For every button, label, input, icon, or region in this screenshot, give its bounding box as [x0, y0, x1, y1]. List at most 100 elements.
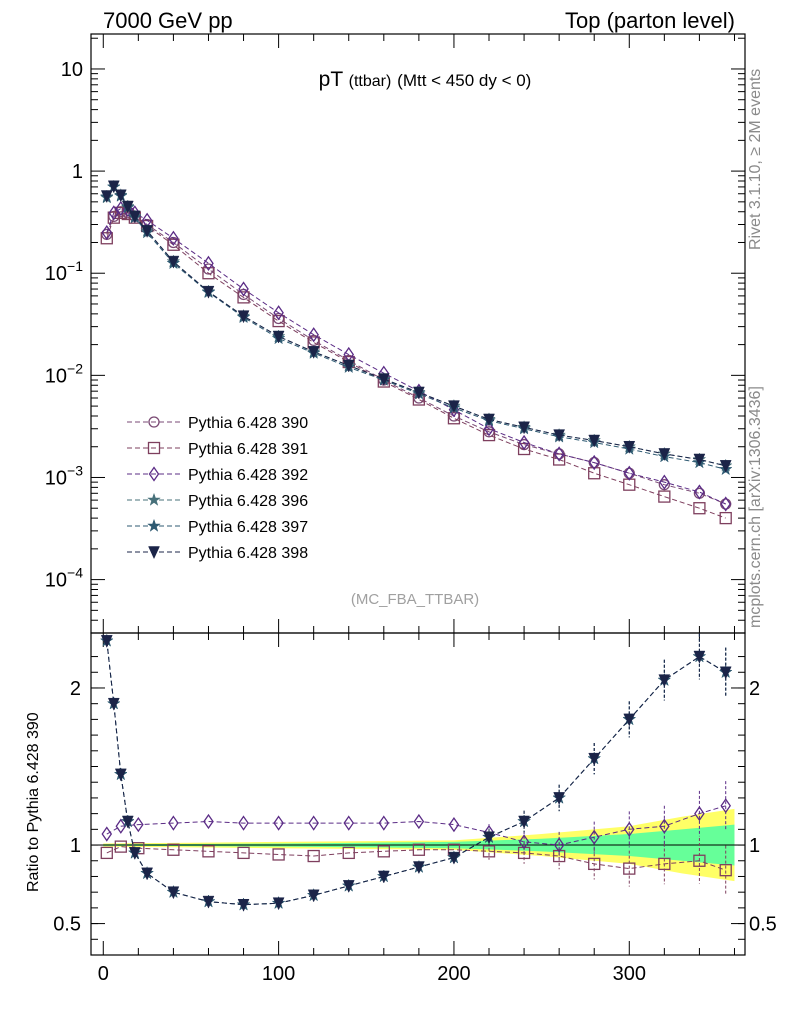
- ratio-data-point: [343, 815, 355, 831]
- main-data-point: [100, 190, 113, 204]
- ratio-data-point: [133, 816, 144, 833]
- legend-entry: Pythia 6.428 397: [127, 518, 308, 536]
- main-data-point: [121, 200, 134, 214]
- legend-marker: [147, 492, 161, 506]
- legend-entry: Pythia 6.428 398: [127, 545, 308, 562]
- ratio-data-point: [141, 867, 153, 881]
- ratio-data-point: [553, 792, 566, 806]
- main-series-6: [100, 180, 732, 473]
- ratio-data-point: [202, 845, 215, 858]
- ratio-data-point: [167, 843, 180, 856]
- ratio-data-point: [128, 847, 141, 861]
- main-data-point: [167, 255, 180, 269]
- process-label: Top (parton level): [565, 8, 735, 33]
- main-data-point: [107, 180, 120, 194]
- ratio-y-axis-label: Ratio to Pythia 6.428 390: [25, 712, 42, 892]
- ratio-data-point: [719, 666, 732, 680]
- main-data-point: [237, 310, 250, 324]
- ratio-x-tick-label: 300: [613, 963, 646, 985]
- ratio-data-point: [121, 815, 134, 829]
- legend-label: Pythia 6.428 398: [188, 545, 308, 562]
- energy-label: 7000 GeV pp: [103, 8, 233, 33]
- ratio-x-tick-label: 200: [437, 963, 470, 985]
- ratio-data-point: [448, 851, 460, 865]
- main-data-point: [482, 428, 496, 442]
- ratio-data-point: [114, 840, 127, 853]
- ratio-data-point: [623, 713, 636, 727]
- main-data-point: [588, 454, 600, 471]
- ratio-data-point: [553, 837, 565, 853]
- main-data-point: [107, 211, 120, 224]
- ratio-data-point: [101, 826, 113, 842]
- legend: Pythia 6.428 390 Pythia 6.428 391 Pythia 6…: [127, 415, 308, 562]
- ratio-data-point: [273, 815, 284, 831]
- plot-title-main: pT: [319, 68, 344, 91]
- main-data-point: [623, 440, 636, 454]
- ratio-data-point: [623, 862, 636, 875]
- legend-entry: Pythia 6.428 396: [127, 492, 308, 510]
- ratio-series-2: [101, 781, 732, 859]
- main-data-point: [658, 490, 671, 503]
- ratio-data-point: [272, 897, 285, 911]
- main-data-point: [719, 511, 732, 525]
- ratio-data-point: [237, 898, 250, 912]
- ratio-data-point: [693, 854, 706, 867]
- plot-title: pT (ttbar) (Mtt < 450 dy < 0): [319, 68, 532, 91]
- main-data-point: [168, 230, 179, 246]
- ratio-data-point: [272, 848, 285, 861]
- main-data-point: [719, 460, 732, 473]
- main-data-point: [100, 232, 113, 245]
- plot-title-cut: (Mtt < 450 dy < 0): [397, 71, 531, 90]
- main-data-point: [377, 373, 390, 387]
- main-data-point: [552, 453, 566, 466]
- legend-marker: [147, 441, 161, 455]
- main-data-point: [202, 267, 215, 280]
- ratio-data-point: [168, 815, 179, 831]
- main-series-3: [101, 200, 732, 512]
- main-panel: 10 1 10−1 10−2 10−3 10−4: [45, 33, 746, 634]
- main-data-point: [517, 442, 531, 456]
- main-data-point: [141, 225, 153, 238]
- main-data-point: [483, 413, 495, 427]
- legend-label: Pythia 6.428 392: [188, 467, 308, 484]
- ratio-y-tick-label-left: 2: [70, 678, 81, 700]
- ratio-y-tick-label-right: 1: [749, 835, 760, 857]
- mcplots-label: mcplots.cern.ch [arXiv:1306.3436]: [747, 386, 764, 628]
- ratio-data-point: [588, 829, 600, 845]
- main-y-tick-label: 1: [72, 161, 83, 183]
- legend-entry: Pythia 6.428 391: [127, 441, 308, 458]
- main-data-point: [307, 346, 320, 359]
- ratio-data-point: [719, 864, 732, 877]
- main-y-tick-label: 10: [61, 59, 83, 81]
- ratio-y-tick-label-left: 0.5: [53, 914, 81, 936]
- main-data-point: [720, 498, 732, 510]
- ratio-data-point: [342, 846, 355, 860]
- ratio-x-tick-label: 100: [262, 963, 295, 985]
- ratio-data-point: [107, 697, 120, 711]
- main-data-point: [518, 421, 530, 435]
- main-data-point: [114, 189, 127, 203]
- ratio-data-point: [412, 861, 425, 875]
- ratio-data-point: [203, 813, 214, 830]
- plot-title-sub: (ttbar): [349, 73, 392, 90]
- main-data-point: [273, 305, 284, 321]
- ratio-x-tick-label: 0: [98, 963, 109, 985]
- ratio-data-point: [237, 846, 250, 860]
- ratio-data-point: [115, 818, 127, 834]
- ratio-data-point: [377, 845, 390, 858]
- ratio-series-line: [106, 805, 726, 846]
- legend-entry: Pythia 6.428 390: [127, 415, 308, 432]
- main-series-1: [101, 206, 732, 510]
- ratio-data-point: [658, 674, 671, 688]
- ratio-data-point: [518, 834, 530, 850]
- main-data-point: [483, 421, 495, 437]
- main-data-point: [101, 224, 113, 241]
- ratio-series-5: [100, 633, 732, 912]
- main-data-point: [308, 327, 319, 343]
- main-data-point: [203, 255, 214, 271]
- ratio-data-point: [412, 843, 426, 856]
- main-data-point: [272, 330, 285, 344]
- ratio-data-point: [588, 752, 601, 766]
- ratio-data-point: [114, 768, 127, 782]
- ratio-data-point: [482, 845, 496, 858]
